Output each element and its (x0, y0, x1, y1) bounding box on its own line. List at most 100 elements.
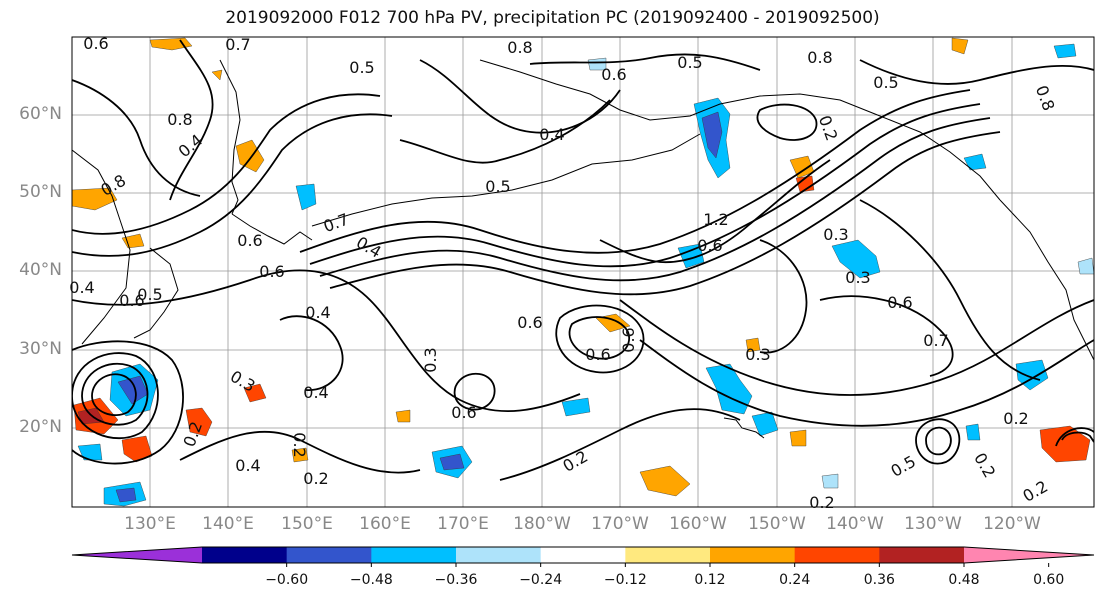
contour-label: 0.6 (517, 313, 542, 332)
pv-contour-4 (329, 131, 1001, 296)
contour-label: 0.4 (303, 383, 328, 402)
precip-patch-25 (295, 183, 317, 211)
precip-patch-33 (965, 423, 981, 441)
colorbar-segment (286, 547, 372, 563)
colorbar-tick-label: 0.60 (1033, 572, 1065, 588)
pv-contour-26 (925, 426, 952, 456)
precip-patch-41 (587, 57, 607, 71)
precip-patch-31 (831, 239, 881, 279)
contour-label: 0.6 (585, 345, 610, 364)
pv-contours (72, 39, 1094, 481)
precip-patch-10 (243, 383, 267, 403)
map-background (72, 37, 1094, 507)
pv-contour-17 (859, 199, 1041, 381)
longitude-label: 180°W (513, 514, 571, 534)
colorbar-outline (71, 546, 1095, 564)
contour-label: 0.6 (601, 65, 626, 84)
precip-patch-37 (561, 397, 591, 417)
latitude-label: 40°N (19, 260, 62, 280)
colorbar-tick-label: 0.48 (948, 572, 980, 588)
colorbar-segment (625, 547, 711, 563)
pv-contour-24 (72, 352, 159, 440)
longitude-label: 140°E (202, 514, 254, 534)
map-border (71, 36, 1095, 508)
contour-label: 0.8 (807, 48, 832, 67)
pv-contour-9 (399, 99, 611, 164)
pv-contour-31 (453, 372, 496, 411)
colorbar-segment (540, 547, 626, 563)
colorbar-segment (371, 547, 457, 563)
precip-patch-5 (211, 69, 223, 81)
latitude-label: 50°N (19, 182, 62, 202)
precip-patch-20 (745, 337, 761, 353)
longitude-label: 120°W (983, 514, 1041, 534)
colorbar-segment (710, 547, 796, 563)
pv-contour-11 (169, 39, 214, 201)
pv-contour-25 (72, 340, 184, 465)
contour-label: 0.4 (69, 278, 94, 297)
colorbar-tick-label: −0.60 (265, 572, 309, 588)
longitude-label: 140°W (826, 514, 884, 534)
precip-patch-18 (395, 409, 411, 423)
colorbar-tick-label: −0.24 (519, 572, 563, 588)
colorbar-segment (794, 547, 880, 563)
contour-label: 0.2 (809, 493, 834, 512)
longitude-label: 160°W (669, 514, 727, 534)
contour-label: 0.8 (507, 38, 532, 57)
contour-label: 0.2 (303, 469, 328, 488)
pv-contour-30 (599, 159, 831, 264)
coast-aleutian-islands (311, 133, 701, 227)
colorbar-segment (202, 547, 288, 563)
pv-contour-14 (179, 430, 421, 474)
pv-contour-27 (915, 418, 961, 465)
contour-label: 0.5 (873, 73, 898, 92)
contour-label: 0.5 (485, 177, 510, 196)
pv-contour-18 (529, 53, 761, 71)
longitude-label: 150°E (281, 514, 333, 534)
latitude-label: 60°N (19, 104, 62, 124)
colorbar-segment (456, 547, 542, 563)
colorbar-tick-label: 0.12 (694, 572, 726, 588)
pv-contour-29 (1055, 427, 1094, 447)
contour-label: 0.6 (83, 34, 108, 53)
pv-contour-2 (309, 103, 981, 268)
precip-patch-35 (1053, 43, 1077, 59)
pv-contour-22 (91, 373, 137, 417)
colorbar-tick-label: 0.36 (863, 572, 895, 588)
precip-patch-4 (235, 139, 265, 173)
pv-contour-21 (555, 304, 645, 374)
colorbar-tick-label: −0.12 (603, 572, 647, 588)
precip-patch-27 (439, 453, 465, 471)
longitude-label: 130°W (904, 514, 962, 534)
contour-label: 0.6 (259, 262, 284, 281)
coast-asia-mainland (72, 149, 131, 345)
coast-alaska (479, 59, 1001, 201)
contour-label: 0.3 (845, 268, 870, 287)
precip-patch-15 (951, 37, 969, 55)
contour-label: 0.6 (119, 291, 144, 310)
longitude-label: 160°E (359, 514, 411, 534)
contour-label: 0.3 (745, 345, 770, 364)
precip-patch-3 (121, 233, 145, 249)
contour-label: 0.7 (225, 35, 250, 54)
longitude-label: 130°E (124, 514, 176, 534)
contour-label: 0.6 (237, 231, 262, 250)
latitude-label: 30°N (19, 339, 62, 359)
contour-label: 0.2 (1003, 409, 1028, 428)
pv-contour-15 (499, 408, 741, 481)
contour-label: 0.5 (349, 58, 374, 77)
contour-label: 0.6 (697, 236, 722, 255)
pv-contour-12 (619, 299, 1094, 396)
pv-contour-20 (568, 316, 631, 360)
precip-patch-2 (72, 187, 118, 211)
contour-label: 0.2 (290, 432, 309, 457)
pv-contour-33 (759, 239, 808, 354)
pv-contour-5 (72, 93, 381, 235)
pv-contour-1 (299, 89, 971, 254)
longitude-label: 150°W (748, 514, 806, 534)
contour-label: 0.4 (235, 456, 260, 475)
map-plot-area (72, 37, 1094, 507)
map-title: 2019092000 F012 700 hPa PV, precipitatio… (225, 8, 880, 28)
contour-label: 0.4 (539, 125, 564, 144)
